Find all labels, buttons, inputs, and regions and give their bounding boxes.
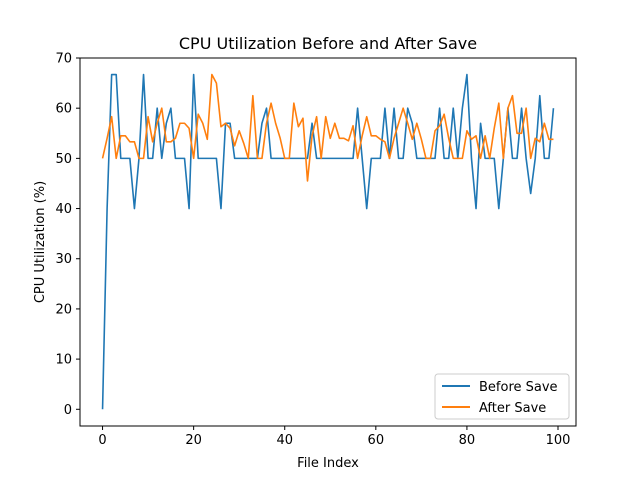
y-axis-label: CPU Utilization (%)	[33, 181, 48, 303]
x-tick-label: 80	[459, 433, 476, 448]
x-tick-label: 40	[276, 433, 293, 448]
x-axis-ticks: 0 20 40 60 80 100	[98, 426, 570, 448]
x-tick-label: 0	[98, 433, 106, 448]
legend-label-after-save: After Save	[479, 401, 546, 416]
y-tick-label: 20	[55, 302, 72, 317]
legend-label-before-save: Before Save	[479, 380, 558, 395]
x-tick-label: 20	[185, 433, 202, 448]
y-tick-label: 40	[55, 202, 72, 217]
y-tick-label: 30	[55, 252, 72, 267]
x-tick-label: 100	[546, 433, 571, 448]
series-layer	[101, 73, 555, 410]
series-line-after-save	[101, 73, 554, 182]
y-tick-label: 50	[55, 152, 72, 167]
y-tick-label: 70	[55, 52, 72, 67]
y-axis-ticks: 0 10 20 30 40 50 60 70	[55, 52, 80, 418]
y-tick-label: 0	[64, 403, 72, 418]
series-line-before-save	[101, 73, 555, 410]
y-tick-label: 60	[55, 102, 72, 117]
x-tick-label: 60	[368, 433, 385, 448]
chart-title: CPU Utilization Before and After Save	[179, 34, 477, 53]
x-axis-label: File Index	[297, 456, 359, 471]
plot-frame	[79, 57, 577, 427]
legend: Before Save After Save	[434, 373, 570, 420]
y-tick-label: 10	[55, 353, 72, 368]
